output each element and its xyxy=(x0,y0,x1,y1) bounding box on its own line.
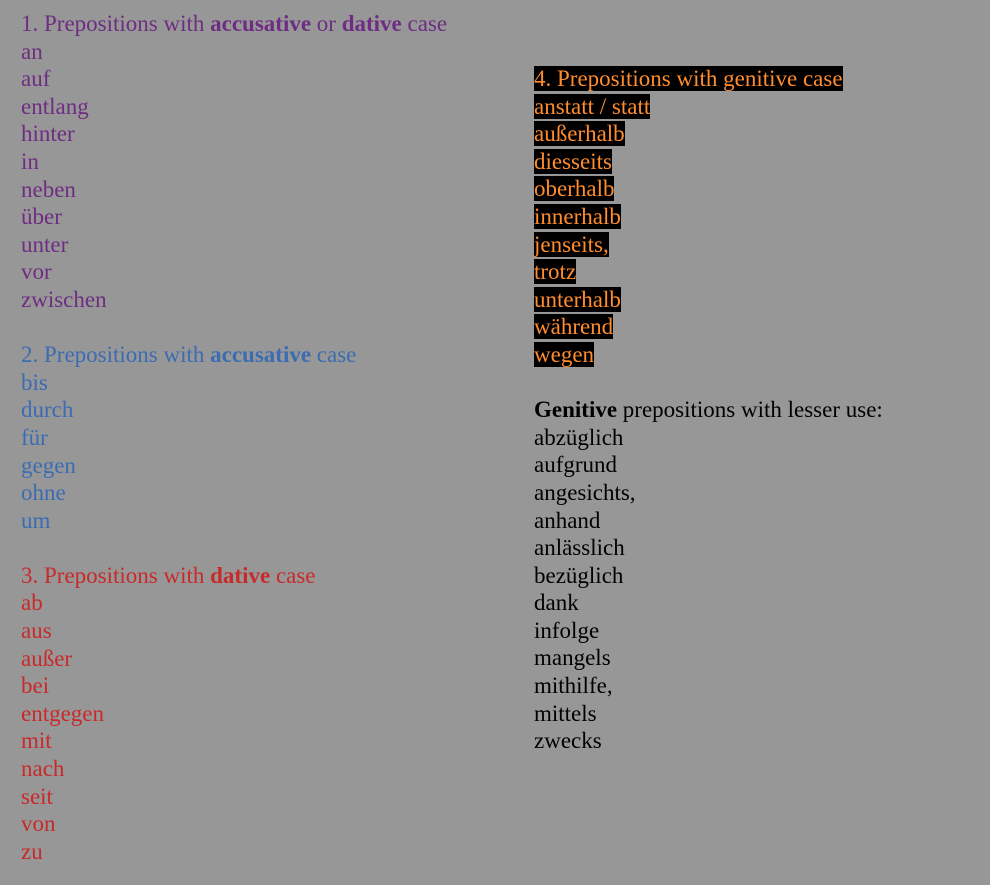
section4-heading: 4. Prepositions with genitive case xyxy=(534,66,843,91)
list-item: aus xyxy=(21,618,52,644)
section3-heading: 3. Prepositions with dative case xyxy=(21,562,316,588)
list-item: während xyxy=(534,314,614,340)
list-item: mithilfe, xyxy=(534,673,613,699)
list-item: wegen xyxy=(534,341,595,367)
list-item: zwischen xyxy=(21,286,107,312)
list-item: neben xyxy=(21,176,76,202)
list-item: vor xyxy=(21,259,52,285)
list-item: in xyxy=(21,148,39,174)
list-item: aufgrund xyxy=(534,452,618,478)
section5-heading: Genitive prepositions with lesser use: xyxy=(534,397,883,423)
spacer xyxy=(21,534,501,562)
list-item: zwecks xyxy=(534,728,602,754)
list-item: bezüglich xyxy=(534,562,624,588)
list-item: über xyxy=(21,204,62,230)
list-item: entlang xyxy=(21,93,89,119)
spacer xyxy=(21,314,501,342)
list-item: infolge xyxy=(534,617,600,643)
section1-heading: 1. Prepositions with accusative or dativ… xyxy=(21,11,448,36)
list-item: außerhalb xyxy=(534,121,625,147)
list-item: ab xyxy=(21,590,43,616)
list-item: auf xyxy=(21,66,51,92)
list-item: unter xyxy=(21,231,69,257)
list-item: entgegen xyxy=(21,700,105,726)
list-item: anstatt / statt xyxy=(534,93,651,119)
list-item: oberhalb xyxy=(534,176,615,202)
list-item: dank xyxy=(534,590,579,616)
list-item: von xyxy=(21,811,56,837)
list-item: bei xyxy=(21,673,50,699)
list-item: für xyxy=(21,424,48,450)
list-item: unterhalb xyxy=(534,286,621,312)
list-item: anhand xyxy=(534,507,601,533)
list-item: diesseits xyxy=(534,148,612,174)
list-item: mit xyxy=(21,728,52,754)
list-item: trotz xyxy=(534,259,577,285)
list-item: bis xyxy=(21,369,48,395)
list-item: gegen xyxy=(21,452,76,478)
left-column: 1. Prepositions with accusative or dativ… xyxy=(21,10,501,865)
list-item: abzüglich xyxy=(534,424,624,450)
list-item: mangels xyxy=(534,645,611,671)
section2-heading: 2. Prepositions with accusative case xyxy=(21,342,357,368)
right-column: 4. Prepositions with genitive case ansta… xyxy=(534,65,974,755)
list-item: außer xyxy=(21,645,73,671)
list-item: durch xyxy=(21,397,74,423)
list-item: innerhalb xyxy=(534,203,621,229)
list-item: angesichts, xyxy=(534,479,636,505)
list-item: jenseits, xyxy=(534,231,609,257)
list-item: ohne xyxy=(21,480,66,506)
list-item: um xyxy=(21,507,51,533)
list-item: hinter xyxy=(21,121,75,147)
list-item: mittels xyxy=(534,700,597,726)
list-item: anlässlich xyxy=(534,535,625,561)
list-item: zu xyxy=(21,838,43,864)
spacer xyxy=(534,369,974,397)
list-item: seit xyxy=(21,783,53,809)
list-item: an xyxy=(21,38,43,64)
list-item: nach xyxy=(21,756,65,782)
